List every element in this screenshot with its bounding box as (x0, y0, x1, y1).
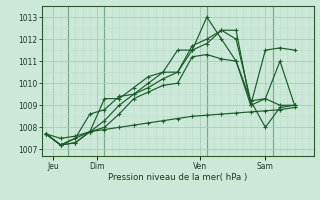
X-axis label: Pression niveau de la mer( hPa ): Pression niveau de la mer( hPa ) (108, 173, 247, 182)
